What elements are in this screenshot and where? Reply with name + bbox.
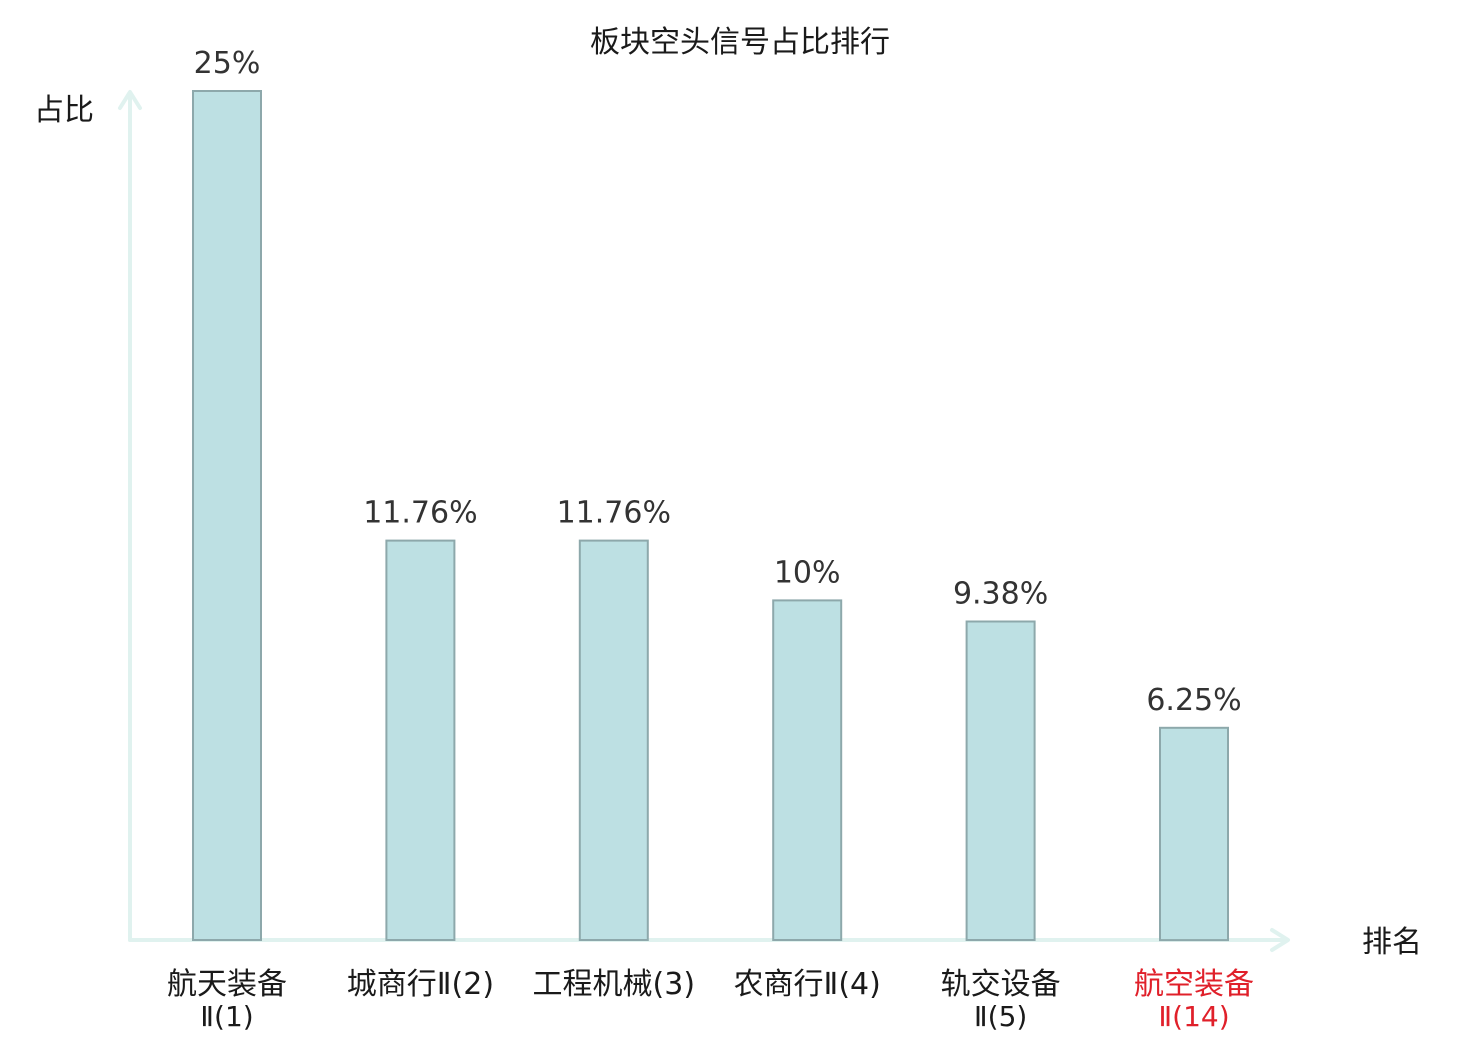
data-label: 6.25%: [1146, 683, 1241, 718]
bar: [385, 539, 456, 941]
x-tick-label: Ⅱ(14): [1158, 1000, 1229, 1033]
bar: [772, 599, 843, 942]
data-label: 11.76%: [363, 496, 477, 531]
y-axis-label: 占比: [34, 93, 94, 128]
data-label: 25%: [194, 46, 261, 81]
x-axis-arrow: [1270, 928, 1290, 952]
x-axis-label: 排名: [1362, 925, 1422, 960]
x-tick-label: 农商行Ⅱ(4): [734, 967, 881, 1002]
x-tick-label: Ⅱ(5): [974, 1000, 1027, 1033]
data-label: 11.76%: [557, 496, 671, 531]
bars: [192, 90, 1229, 942]
x-tick-label: 城商行Ⅱ(2): [347, 967, 494, 1002]
chart-title: 板块空头信号占比排行: [590, 25, 890, 60]
bar: [965, 620, 1036, 941]
axes: [118, 90, 1290, 952]
x-tick-label: 工程机械(3): [533, 967, 696, 1002]
bar: [1159, 726, 1229, 942]
bar: [192, 90, 262, 941]
x-tick-label: 航空装备: [1134, 967, 1254, 1002]
bar: [578, 539, 649, 941]
x-tick-label: 航天装备: [167, 967, 287, 1002]
x-tick-label: Ⅱ(1): [200, 1000, 253, 1033]
y-axis-arrow: [118, 90, 142, 110]
data-label: 10%: [774, 555, 841, 590]
data-label: 9.38%: [953, 577, 1048, 612]
x-tick-label: 轨交设备: [941, 967, 1061, 1002]
value-labels: 25% 11.76% 11.76% 10% 9.38% 6.25%: [194, 46, 1242, 718]
